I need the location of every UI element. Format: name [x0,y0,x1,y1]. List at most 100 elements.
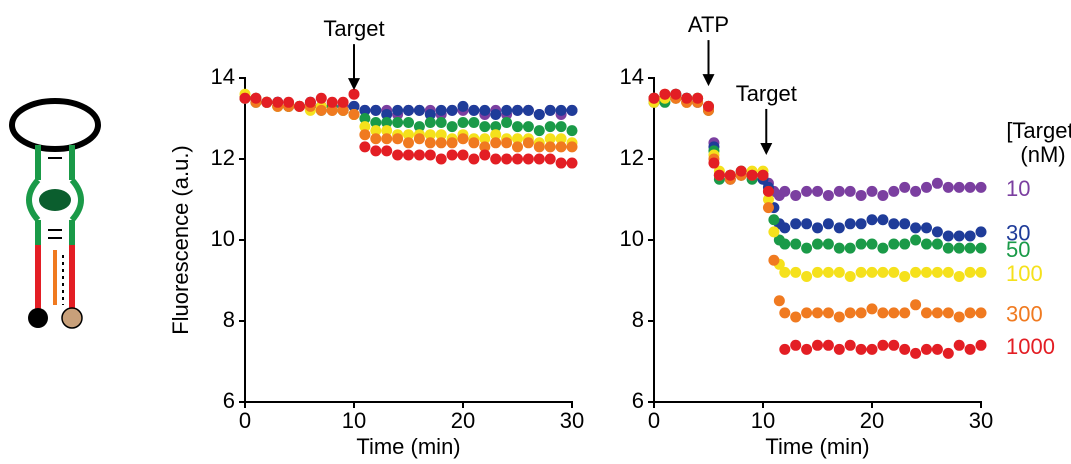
data-point [250,92,262,104]
arrow-head [760,142,773,155]
data-point [942,307,954,319]
data-point [921,238,932,250]
data-point [512,141,523,153]
data-point [801,185,813,197]
data-point [512,153,523,165]
data-point [866,343,878,355]
data-point [844,218,856,230]
legend-label: 50 [1006,237,1030,262]
data-point [359,104,371,116]
data-point [533,141,545,153]
data-point [659,88,671,100]
data-point [403,129,414,141]
data-point [381,145,393,157]
data-point [337,96,349,108]
data-point [544,133,556,145]
x-tick-label: 20 [451,408,475,433]
data-point [424,117,436,129]
data-point [370,104,382,116]
data-point [555,104,567,116]
data-point [272,96,284,108]
data-point [975,307,987,319]
data-point [304,96,316,108]
data-point [348,108,360,120]
data-point [975,339,987,351]
data-point [681,92,693,104]
data-point [942,347,954,359]
data-point [239,92,251,104]
data-point [888,185,900,197]
data-point [790,339,802,351]
data-point [403,104,414,116]
data-point [479,133,491,145]
data-point [942,266,954,278]
data-point [801,242,813,254]
data-point [392,104,404,116]
data-point [833,185,845,197]
data-point [326,104,338,116]
legend-label: 30 [1006,221,1030,246]
data-point [490,121,502,133]
data-point [779,307,791,319]
arrow-head [702,74,715,87]
data-point [931,307,943,319]
data-point [566,141,578,153]
data-point [801,218,813,230]
hairpin-schematic [9,98,101,329]
data-point [468,117,480,129]
data-point [822,339,834,351]
y-tick-label: 8 [632,307,644,332]
data-point [555,141,567,153]
data-point [424,149,436,161]
x-tick-label: 30 [969,408,993,433]
data-point [566,104,578,116]
data-point [822,189,834,201]
data-point [921,307,932,319]
data-point [910,299,922,311]
data-point [910,234,922,246]
y-tick-label: 10 [620,226,644,251]
data-point [544,141,556,153]
data-point [773,295,785,307]
data-point [942,181,954,193]
data-point [533,153,545,165]
data-point [512,133,523,145]
x-axis-label: Time (min) [356,434,460,459]
data-point [899,307,911,319]
data-point [866,214,878,226]
data-point [931,343,943,355]
data-point [768,226,780,238]
data-point [866,266,878,278]
data-point [844,185,856,197]
data-point [844,307,856,319]
data-point [964,181,976,193]
data-point [975,226,987,238]
data-point [359,113,371,124]
data-point [931,226,943,238]
data-point [812,222,823,234]
data-point [446,149,458,161]
data-point [544,121,556,133]
data-point [522,153,534,165]
data-point [348,88,360,100]
data-point [392,149,404,161]
data-point [468,137,480,149]
data-point [899,218,911,230]
annotation: ATP [688,12,729,37]
data-point [555,133,567,145]
data-point [812,185,823,197]
data-point [921,181,932,193]
legend-label: 100 [1006,261,1043,286]
legend-label: 10 [1006,176,1030,201]
data-point [855,343,867,355]
data-point [446,121,458,133]
data-point [833,343,845,355]
data-point [953,181,965,193]
data-point [446,137,458,149]
data-point [790,218,802,230]
data-point [501,153,513,165]
data-point [359,141,371,153]
legend-label: 300 [1006,302,1043,327]
y-tick-label: 12 [211,145,235,170]
data-point [801,307,813,319]
